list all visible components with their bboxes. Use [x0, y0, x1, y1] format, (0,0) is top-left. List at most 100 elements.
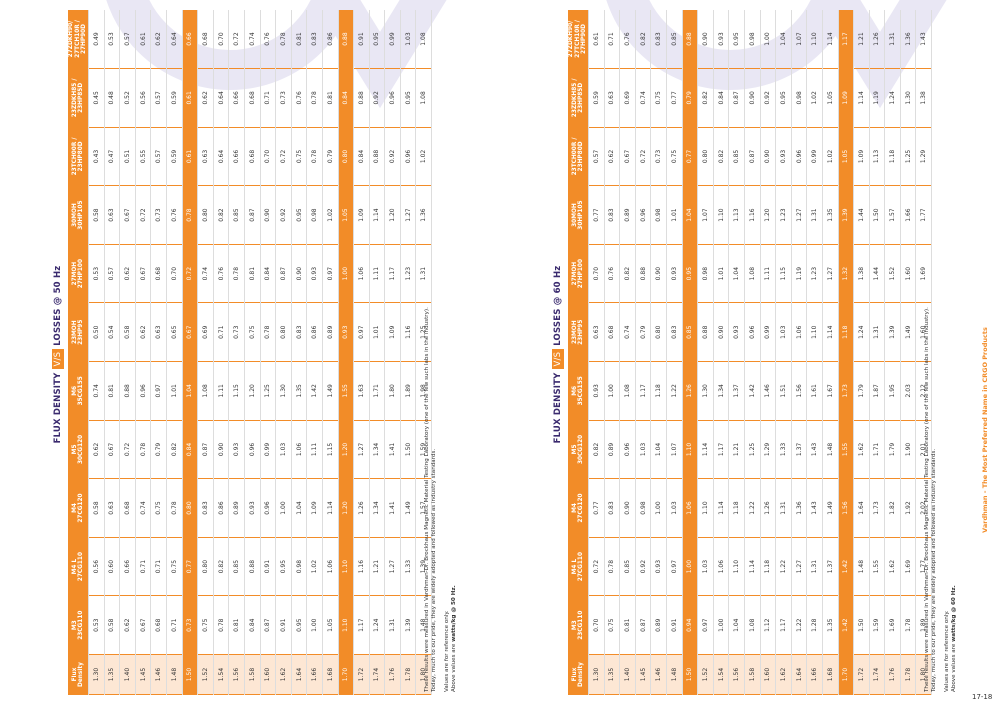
loss-cell: 0.86	[306, 302, 323, 362]
loss-cell: 0.72	[182, 244, 198, 303]
loss-cell: 0.95	[775, 68, 792, 128]
loss-cell: 1.35	[822, 185, 838, 245]
loss-cell: 0.98	[744, 9, 761, 69]
side-text: Vardhman - The Most Preferred Name in CR…	[981, 327, 989, 533]
loss-cell: 0.95	[275, 537, 292, 596]
flux-cell: 1.50	[182, 654, 198, 695]
loss-table: Flux Density M3 23CG110 M4 L 27CG110 M4 27CG120…	[68, 9, 432, 695]
loss-cell: 1.05	[322, 595, 338, 655]
header-line: 27CG120	[78, 493, 84, 523]
loss-cell: 0.96	[260, 478, 276, 538]
flux-cell: 1.35	[104, 654, 120, 695]
table-row: 1.58 1.08 1.14 1.22 1.25 1.42 0.96 1.08 1.16 0.87…	[744, 9, 761, 695]
loss-cell: 0.96	[135, 361, 151, 421]
loss-cell: 0.78	[306, 127, 323, 186]
note: Values are for reference only.	[944, 610, 950, 692]
loss-cell: 0.73	[650, 127, 667, 186]
loss-cell: 0.87	[260, 595, 276, 655]
units-note: Above values are watts/kg @ 60 Hz.	[951, 92, 958, 692]
loss-cell: 0.75	[197, 595, 214, 655]
loss-cell: 1.89	[400, 361, 416, 421]
table-row: 1.66 1.28 1.31 1.43 1.43 1.61 1.10 1.23 1.31 0.99…	[806, 9, 823, 695]
flux-cell: 1.78	[900, 654, 916, 695]
loss-cell: 0.72	[635, 127, 651, 186]
loss-cell: 0.76	[166, 185, 183, 245]
loss-cell: 0.99	[260, 420, 276, 479]
loss-cell: 0.81	[619, 595, 636, 655]
loss-cell: 0.63	[150, 302, 167, 362]
loss-cell: 0.89	[604, 420, 620, 479]
loss-cell: 0.78	[166, 478, 183, 538]
loss-cell: 1.16	[744, 185, 761, 245]
loss-cell: 0.87	[197, 420, 214, 479]
loss-cell: 0.63	[104, 478, 120, 538]
loss-cell: 1.25	[260, 361, 276, 421]
loss-cell: 0.93	[306, 244, 323, 303]
loss-cell: 1.34	[713, 361, 729, 421]
loss-cell: 1.79	[884, 420, 901, 479]
loss-cell: 1.15	[775, 244, 792, 303]
loss-cell: 0.96	[384, 68, 401, 128]
loss-cell: 0.93	[588, 361, 605, 421]
loss-cell: 0.87	[244, 185, 261, 245]
loss-cell: 0.93	[338, 302, 354, 362]
loss-cell: 1.69	[884, 595, 901, 655]
loss-cell: 0.93	[666, 244, 683, 303]
loss-cell: 0.86	[213, 478, 229, 538]
loss-cell: 0.88	[697, 302, 714, 362]
loss-cell: 1.42	[744, 361, 761, 421]
header-cell: M4 L 27CG110	[568, 537, 589, 596]
loss-cell: 0.53	[88, 595, 105, 655]
loss-cell: 0.99	[806, 127, 823, 186]
flux-cell: 1.74	[369, 654, 385, 695]
loss-cell: 0.80	[275, 302, 292, 362]
loss-cell: 0.85	[228, 185, 245, 245]
loss-cell: 0.83	[197, 478, 214, 538]
loss-cell: 0.82	[713, 127, 729, 186]
loss-cell: 0.72	[119, 420, 136, 479]
loss-cell: 0.84	[338, 68, 354, 128]
loss-cell: 0.73	[182, 595, 198, 655]
loss-cell: 1.50	[853, 595, 870, 655]
loss-cell: 0.77	[666, 68, 683, 128]
flux-cell: 1.64	[791, 654, 807, 695]
loss-cell: 0.79	[635, 302, 651, 362]
table-row: 1.78 1.78 1.69 1.92 1.90 2.03 1.49 1.60 1.66 1.25…	[900, 9, 916, 695]
loss-cell: 1.31	[884, 9, 901, 69]
loss-cell: 0.95	[291, 595, 307, 655]
loss-cell: 1.37	[791, 420, 807, 479]
flux-cell: 1.76	[384, 654, 401, 695]
table-row: 1.56 0.81 0.85 0.89 0.93 1.15 0.73 0.78 0.85 0.66…	[228, 9, 245, 695]
loss-cell: 0.81	[104, 361, 120, 421]
table-row: 1.74 1.59 1.55 1.73 1.71 1.87 1.31 1.44 1.50 1.13…	[869, 9, 885, 695]
table-row: 1.68 1.35 1.37 1.49 1.48 1.67 1.14 1.27 1.35 1.02…	[822, 9, 838, 695]
loss-cell: 1.23	[806, 244, 823, 303]
loss-cell: 0.75	[666, 127, 683, 186]
flux-cell: 1.78	[400, 654, 416, 695]
loss-cell: 1.31	[806, 537, 823, 596]
loss-cell: 0.89	[322, 302, 338, 362]
loss-cell: 1.08	[619, 361, 636, 421]
loss-cell: 1.03	[697, 537, 714, 596]
loss-cell: 0.82	[213, 185, 229, 245]
header-cell: 30MOH 30HP105	[68, 185, 89, 245]
loss-cell: 1.10	[806, 9, 823, 69]
flux-cell: 1.62	[275, 654, 292, 695]
header-line: 30HP105	[78, 200, 84, 230]
loss-cell: 0.95	[682, 244, 698, 303]
header-line: 27CG110	[78, 552, 84, 582]
loss-cell: 1.11	[213, 361, 229, 421]
table-row: 1.60 1.12 1.18 1.26 1.29 1.46 0.99 1.11 1.20 0.90…	[760, 9, 776, 695]
loss-cell: 0.98	[635, 478, 651, 538]
loss-cell: 0.63	[588, 302, 605, 362]
table-row: 1.52 0.75 0.80 0.83 0.87 1.08 0.69 0.74 0.80 0.63…	[197, 9, 214, 695]
units-note: Above values are watts/kg @ 50 Hz.	[451, 92, 458, 692]
loss-cell: 1.07	[697, 185, 714, 245]
loss-cell: 1.22	[791, 595, 807, 655]
loss-cell: 1.56	[791, 361, 807, 421]
loss-cell: 0.62	[135, 302, 151, 362]
loss-cell: 0.72	[275, 127, 292, 186]
loss-cell: 0.52	[119, 68, 136, 128]
loss-cell: 0.73	[150, 185, 167, 245]
loss-cell: 1.43	[915, 9, 932, 69]
